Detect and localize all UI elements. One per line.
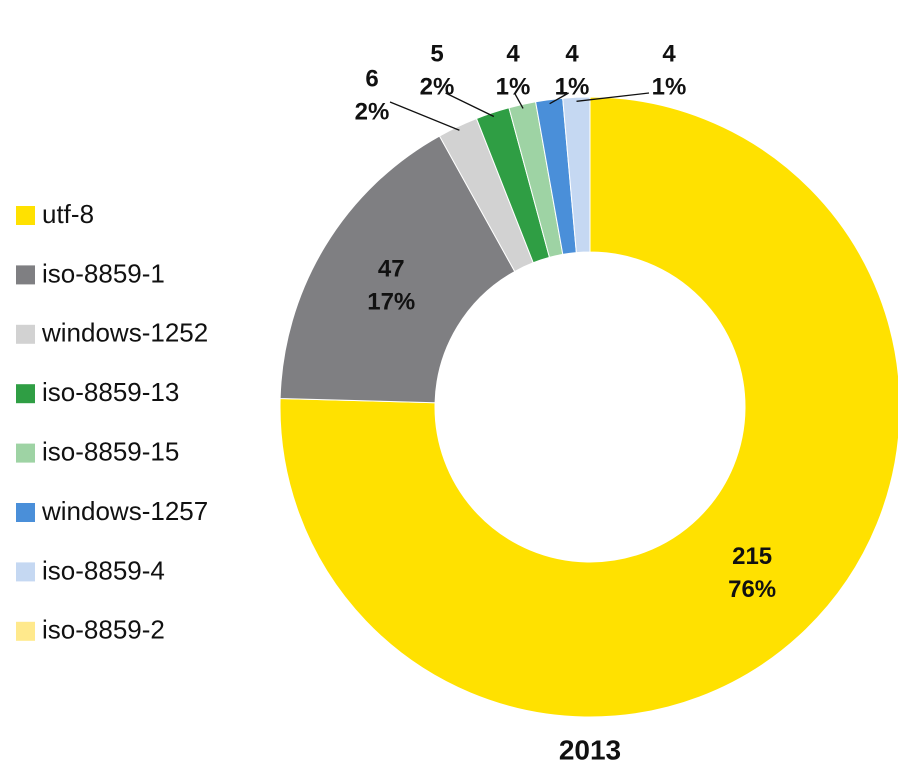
leader-line [576, 92, 650, 102]
legend-label: iso-8859-4 [42, 555, 165, 585]
legend-label: iso-8859-15 [42, 436, 179, 466]
slice [279, 135, 516, 404]
data-label: 1% [555, 73, 590, 100]
legend-label: iso-8859-2 [42, 615, 165, 645]
data-label: 5 [430, 40, 443, 67]
leader-line [445, 92, 495, 118]
data-label: 1% [496, 73, 531, 100]
legend-swatch [16, 206, 35, 225]
data-label: 2% [355, 98, 390, 125]
data-label: 4 [565, 40, 579, 67]
data-label: 6 [365, 65, 378, 92]
legend-swatch [16, 384, 35, 404]
data-label: 47 [378, 256, 405, 283]
data-label: 4 [662, 40, 676, 67]
legend-label: windows-1257 [41, 496, 208, 526]
data-label: 1% [652, 73, 687, 100]
legend-label: windows-1252 [41, 318, 208, 348]
data-label: 2% [420, 73, 455, 100]
legend-swatch [16, 443, 35, 463]
legend-swatch [16, 324, 35, 344]
data-label: 76% [728, 576, 776, 603]
slice [279, 96, 898, 718]
legend-swatch [16, 621, 35, 641]
legend-swatch [16, 503, 35, 522]
data-label: 17% [367, 289, 415, 316]
leader-line [549, 92, 569, 105]
legend-label: utf-8 [42, 199, 94, 229]
leader-line [513, 92, 524, 109]
slice [562, 96, 591, 254]
data-label: 215 [732, 543, 772, 570]
data-label: 4 [506, 40, 520, 67]
chart-title: 2013 [559, 734, 621, 765]
legend-label: iso-8859-13 [42, 377, 179, 407]
leader-line [389, 101, 460, 131]
legend-swatch [16, 265, 35, 285]
legend-label: iso-8859-1 [42, 258, 165, 288]
legend-swatch [16, 562, 35, 582]
